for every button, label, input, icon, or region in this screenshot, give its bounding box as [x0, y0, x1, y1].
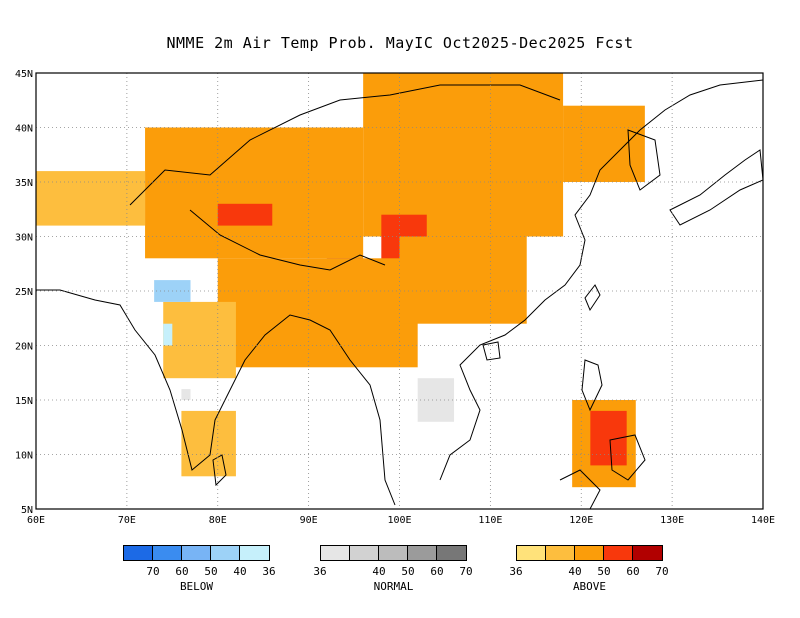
- legend-below: 70 60 50 40 36 BELOW: [123, 545, 276, 593]
- legend-below-title: BELOW: [179, 580, 214, 593]
- prob-region-normal: [417, 378, 455, 422]
- legend-swatch: [211, 546, 240, 560]
- legend-swatch: [240, 546, 269, 560]
- legend-normal-bar: [320, 545, 467, 561]
- legend-above-bar: [516, 545, 663, 561]
- legend-tick-label: 50: [204, 565, 218, 578]
- lon-tick-label: 110E: [478, 515, 502, 526]
- prob-region-above: [145, 127, 364, 259]
- lon-tick-label: 80E: [209, 515, 227, 526]
- legend-above-ticks: 36 40 50 60 70: [509, 565, 668, 578]
- legend-swatch: [517, 546, 546, 560]
- coastline-taiwan: [584, 284, 601, 312]
- longitude-tick-labels: 60E 70E 80E 90E 100E 110E 120E 130E 140E: [27, 515, 775, 526]
- legend-tick-label: 70: [146, 565, 160, 578]
- coastline-korea: [627, 129, 661, 191]
- lon-tick-label: 90E: [300, 515, 318, 526]
- coastline-south-asia: [36, 289, 396, 506]
- border-china-west: [129, 84, 561, 206]
- legend-swatch: [604, 546, 633, 560]
- latitude-tick-labels: 5N 10N 15N 20N 25N 30N 35N 40N 45N: [15, 69, 33, 516]
- coastline-mindanao: [609, 434, 646, 481]
- legend-swatch: [437, 546, 466, 560]
- prob-region-above: [217, 258, 418, 368]
- lon-tick-label: 70E: [118, 515, 136, 526]
- legend-normal: 36 40 50 60 70 NORMAL: [313, 545, 473, 593]
- prob-region-normal: [181, 389, 191, 400]
- legend-swatch: [546, 546, 575, 560]
- lon-tick-label: 60E: [27, 515, 45, 526]
- prob-region-above: [181, 410, 236, 477]
- legend-swatch: [124, 546, 153, 560]
- legend-tick-label: 40: [372, 565, 386, 578]
- legend-swatch: [321, 546, 350, 560]
- coastline-sri-lanka: [212, 454, 227, 487]
- lon-tick-label: 100E: [387, 515, 411, 526]
- legend-tick-label: 40: [233, 565, 247, 578]
- coastline-indochina: [439, 79, 763, 481]
- legend-swatch: [182, 546, 211, 560]
- legend-tick-label: 60: [430, 565, 444, 578]
- lat-tick-label: 15N: [15, 396, 33, 407]
- legend-tick-label: 60: [626, 565, 640, 578]
- prob-region-above: [399, 236, 527, 324]
- lat-tick-label: 45N: [15, 69, 33, 80]
- lat-tick-label: 25N: [15, 287, 33, 298]
- legend-tick-label: 50: [597, 565, 611, 578]
- legend-swatch: [633, 546, 662, 560]
- legend-tick-label: 70: [459, 565, 473, 578]
- coastline-borneo: [559, 469, 601, 509]
- legend-tick-label: 70: [655, 565, 669, 578]
- border-himalaya: [189, 209, 386, 271]
- lat-tick-label: 20N: [15, 342, 33, 353]
- lon-tick-label: 130E: [660, 515, 684, 526]
- legend-swatch: [153, 546, 182, 560]
- lon-tick-label: 140E: [751, 515, 775, 526]
- coastline-japan: [669, 149, 763, 226]
- lat-tick-label: 40N: [15, 124, 33, 135]
- forecast-map: 60E 70E 80E 90E 100E 110E 120E 130E 140E 5N 10N 15…: [15, 69, 775, 526]
- legend-below-ticks: 70 60 50 40 36: [123, 565, 275, 578]
- coastline-luzon: [581, 359, 603, 412]
- prob-region-above: [163, 301, 236, 379]
- legend-tick-label: 36: [262, 565, 276, 578]
- legend-swatch: [408, 546, 437, 560]
- legend-above-title: ABOVE: [572, 580, 607, 593]
- legend-tick-label: 40: [568, 565, 582, 578]
- legend-swatch: [379, 546, 408, 560]
- lat-tick-label: 10N: [15, 451, 33, 462]
- prob-region-above: [363, 73, 564, 237]
- legend-swatch: [350, 546, 379, 560]
- legend-tick-label: 36: [509, 565, 523, 578]
- legend-normal-ticks: 36 40 50 60 70: [313, 565, 472, 578]
- prob-region-above: [217, 203, 273, 226]
- prob-region-below: [163, 323, 173, 346]
- lat-tick-label: 30N: [15, 233, 33, 244]
- prob-region-above: [36, 171, 146, 226]
- lat-tick-label: 5N: [21, 505, 33, 516]
- legend-above: 36 40 50 60 70 ABOVE: [509, 545, 669, 593]
- probability-cells: [36, 73, 645, 488]
- legend-tick-label: 50: [401, 565, 415, 578]
- legend-normal-title: NORMAL: [373, 580, 414, 593]
- map-title: NMME 2m Air Temp Prob. MayIC Oct2025-Dec…: [166, 34, 634, 52]
- legend-swatch: [575, 546, 604, 560]
- lat-tick-label: 35N: [15, 178, 33, 189]
- plot-frame: [35, 72, 764, 510]
- coastline-hainan: [482, 341, 501, 361]
- legend-below-bar: [123, 545, 270, 561]
- lon-tick-label: 120E: [569, 515, 593, 526]
- gridlines: [36, 73, 763, 509]
- coastlines: [36, 79, 763, 509]
- legend-tick-label: 60: [175, 565, 189, 578]
- legend-tick-label: 36: [313, 565, 327, 578]
